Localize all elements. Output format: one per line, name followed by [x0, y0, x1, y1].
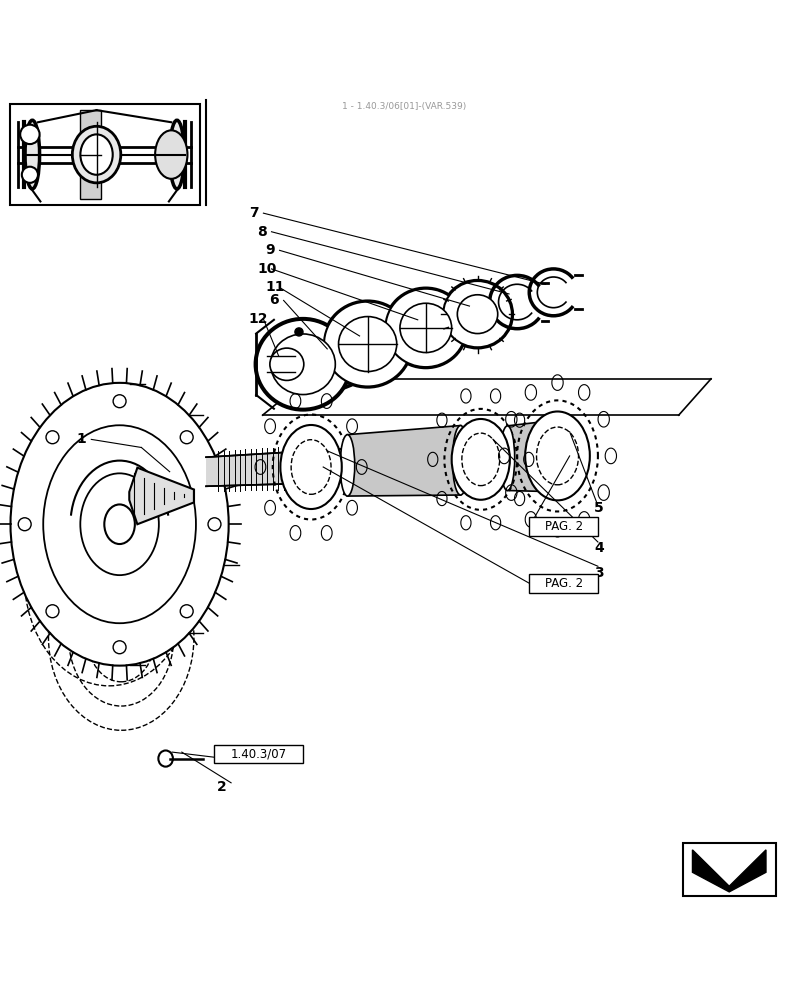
- Circle shape: [295, 328, 303, 336]
- Ellipse shape: [385, 289, 466, 367]
- Ellipse shape: [400, 303, 452, 353]
- Ellipse shape: [500, 426, 515, 490]
- Circle shape: [113, 395, 126, 408]
- Ellipse shape: [80, 473, 159, 575]
- Text: 2: 2: [217, 780, 226, 794]
- Circle shape: [19, 518, 32, 531]
- Ellipse shape: [270, 348, 304, 380]
- Text: 7: 7: [249, 206, 259, 220]
- Text: 1: 1: [77, 432, 86, 446]
- Ellipse shape: [533, 422, 549, 491]
- Ellipse shape: [104, 504, 135, 544]
- Ellipse shape: [339, 317, 397, 372]
- Ellipse shape: [158, 750, 173, 767]
- Ellipse shape: [462, 433, 499, 486]
- Bar: [10, 104, 200, 205]
- Circle shape: [180, 431, 193, 444]
- Polygon shape: [206, 435, 566, 486]
- Ellipse shape: [324, 302, 411, 386]
- Ellipse shape: [271, 334, 335, 395]
- Ellipse shape: [340, 435, 355, 496]
- Circle shape: [20, 125, 40, 144]
- Polygon shape: [507, 422, 541, 491]
- Ellipse shape: [452, 419, 510, 500]
- Text: 11: 11: [265, 280, 284, 294]
- Ellipse shape: [25, 120, 40, 189]
- Circle shape: [22, 167, 38, 183]
- Text: 1.40.3/07: 1.40.3/07: [230, 747, 287, 760]
- Ellipse shape: [537, 427, 579, 485]
- Circle shape: [46, 605, 59, 618]
- Ellipse shape: [155, 130, 187, 179]
- Circle shape: [113, 641, 126, 654]
- Text: 1 - 1.40.3/06[01]-(VAR.539): 1 - 1.40.3/06[01]-(VAR.539): [342, 102, 466, 111]
- Text: 3: 3: [594, 566, 604, 580]
- Polygon shape: [347, 426, 461, 496]
- Circle shape: [180, 605, 193, 618]
- Ellipse shape: [291, 440, 331, 494]
- Bar: [529, 517, 598, 536]
- Circle shape: [208, 518, 221, 531]
- Circle shape: [46, 431, 59, 444]
- Polygon shape: [692, 850, 766, 892]
- Ellipse shape: [73, 126, 121, 183]
- Text: 4: 4: [594, 541, 604, 555]
- Ellipse shape: [457, 295, 498, 334]
- Ellipse shape: [170, 120, 184, 189]
- Text: 5: 5: [594, 501, 604, 515]
- Bar: [683, 843, 776, 896]
- Bar: [81, 110, 100, 199]
- Ellipse shape: [257, 320, 350, 409]
- Ellipse shape: [452, 426, 469, 495]
- Ellipse shape: [443, 281, 512, 347]
- Text: 9: 9: [265, 243, 275, 257]
- Text: 10: 10: [257, 262, 276, 276]
- Ellipse shape: [43, 425, 196, 623]
- Ellipse shape: [11, 383, 229, 666]
- Text: PAG. 2: PAG. 2: [545, 577, 583, 590]
- Ellipse shape: [280, 425, 342, 509]
- Text: 6: 6: [269, 293, 279, 307]
- Text: 12: 12: [249, 312, 268, 326]
- Ellipse shape: [81, 134, 113, 175]
- Polygon shape: [129, 468, 194, 524]
- Ellipse shape: [315, 338, 356, 376]
- Ellipse shape: [303, 326, 368, 388]
- Text: PAG. 2: PAG. 2: [545, 520, 583, 533]
- Ellipse shape: [525, 411, 590, 500]
- Bar: [529, 574, 598, 593]
- Bar: [214, 745, 303, 763]
- Text: 8: 8: [257, 225, 267, 239]
